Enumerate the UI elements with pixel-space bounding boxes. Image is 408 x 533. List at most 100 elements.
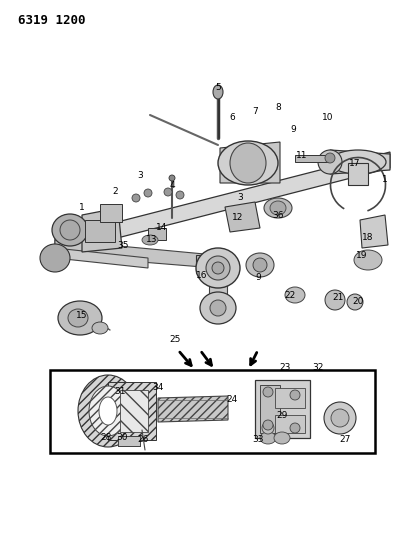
Polygon shape: [55, 240, 215, 268]
Bar: [209, 268, 227, 308]
Ellipse shape: [176, 191, 184, 199]
Ellipse shape: [230, 143, 266, 183]
Text: 22: 22: [284, 290, 296, 300]
Ellipse shape: [144, 189, 152, 197]
Text: 27: 27: [339, 435, 351, 445]
Ellipse shape: [347, 294, 363, 310]
Text: 15: 15: [76, 311, 88, 319]
Polygon shape: [55, 152, 390, 254]
Ellipse shape: [260, 432, 276, 444]
Bar: [50, 370, 375, 453]
Text: 2: 2: [112, 188, 118, 197]
Text: 8: 8: [275, 103, 281, 112]
Bar: [255, 380, 310, 438]
Text: 1: 1: [382, 175, 388, 184]
Ellipse shape: [290, 423, 300, 433]
Ellipse shape: [324, 402, 356, 434]
Text: 35: 35: [117, 240, 129, 249]
Text: 16: 16: [196, 271, 208, 279]
Ellipse shape: [92, 322, 108, 334]
Ellipse shape: [164, 188, 172, 196]
Polygon shape: [360, 215, 388, 248]
Text: 3: 3: [137, 171, 143, 180]
Bar: [275, 415, 305, 433]
Bar: [295, 155, 330, 162]
Ellipse shape: [212, 262, 224, 274]
Text: 7: 7: [252, 108, 258, 117]
Ellipse shape: [263, 387, 273, 397]
Bar: [348, 163, 368, 185]
Text: 9: 9: [255, 273, 261, 282]
Bar: [118, 436, 140, 446]
Text: 36: 36: [272, 211, 284, 220]
Ellipse shape: [68, 309, 88, 327]
Ellipse shape: [78, 375, 138, 447]
Text: 13: 13: [146, 236, 158, 245]
Ellipse shape: [60, 220, 80, 240]
Ellipse shape: [325, 290, 345, 310]
Bar: [275, 388, 305, 408]
Ellipse shape: [253, 258, 267, 272]
Text: 33: 33: [252, 435, 264, 445]
Ellipse shape: [200, 292, 236, 324]
Text: 21: 21: [332, 294, 344, 303]
Ellipse shape: [132, 194, 140, 202]
Polygon shape: [82, 208, 122, 252]
Text: 19: 19: [356, 251, 368, 260]
Text: 31: 31: [114, 387, 126, 397]
Polygon shape: [225, 202, 260, 232]
Ellipse shape: [210, 300, 226, 316]
Ellipse shape: [330, 150, 386, 174]
Text: 28: 28: [100, 433, 112, 442]
Text: 10: 10: [322, 114, 334, 123]
Ellipse shape: [331, 409, 349, 427]
Ellipse shape: [196, 248, 240, 288]
Polygon shape: [220, 142, 280, 183]
Polygon shape: [55, 248, 148, 268]
Text: 5: 5: [215, 84, 221, 93]
Ellipse shape: [246, 253, 274, 277]
Ellipse shape: [274, 432, 290, 444]
Bar: [120, 390, 148, 432]
Text: 23: 23: [279, 364, 290, 373]
Text: 1: 1: [79, 204, 85, 213]
Polygon shape: [158, 396, 228, 422]
Text: 25: 25: [169, 335, 181, 344]
Ellipse shape: [262, 422, 274, 434]
Bar: [196, 255, 221, 273]
Ellipse shape: [213, 85, 223, 99]
Text: 29: 29: [276, 410, 288, 419]
Ellipse shape: [325, 153, 335, 163]
Ellipse shape: [89, 386, 127, 436]
Bar: [100, 204, 122, 222]
Ellipse shape: [264, 198, 292, 218]
Ellipse shape: [263, 420, 273, 430]
Text: 11: 11: [296, 150, 308, 159]
Polygon shape: [330, 150, 390, 174]
Text: 6319 1200: 6319 1200: [18, 14, 86, 27]
Text: 3: 3: [237, 193, 243, 203]
Ellipse shape: [206, 256, 230, 280]
Text: 4: 4: [169, 181, 175, 190]
Ellipse shape: [290, 390, 300, 400]
Ellipse shape: [218, 141, 278, 185]
Text: 26: 26: [137, 435, 149, 445]
Text: 32: 32: [312, 364, 324, 373]
Bar: [148, 228, 166, 240]
Ellipse shape: [142, 235, 158, 245]
Bar: [260, 385, 280, 433]
Bar: [85, 220, 115, 242]
Ellipse shape: [270, 201, 286, 215]
Text: 17: 17: [349, 158, 361, 167]
Bar: [108, 382, 156, 440]
Text: 14: 14: [156, 223, 168, 232]
Ellipse shape: [99, 397, 117, 425]
Text: 20: 20: [353, 297, 364, 306]
Text: 30: 30: [116, 433, 128, 442]
Text: 12: 12: [232, 214, 244, 222]
Text: 24: 24: [226, 395, 237, 405]
Text: 34: 34: [152, 384, 164, 392]
Text: 6: 6: [229, 114, 235, 123]
Ellipse shape: [58, 301, 102, 335]
Text: 9: 9: [290, 125, 296, 134]
